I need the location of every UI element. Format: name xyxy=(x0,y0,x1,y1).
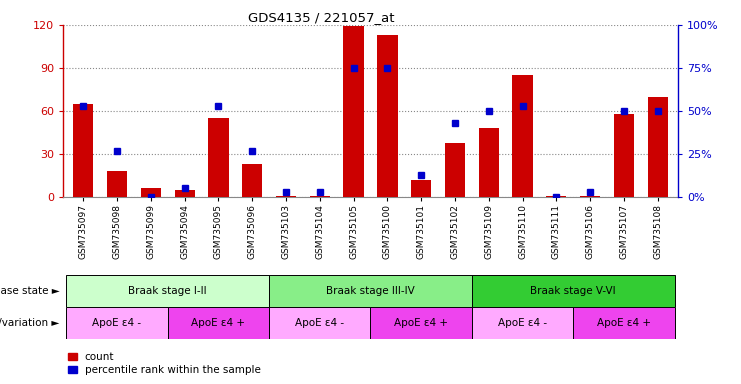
Text: disease state ►: disease state ► xyxy=(0,286,59,296)
Bar xyxy=(67,275,269,307)
Text: ApoE ε4 +: ApoE ε4 + xyxy=(394,318,448,328)
Title: GDS4135 / 221057_at: GDS4135 / 221057_at xyxy=(248,11,394,24)
Text: genotype/variation ►: genotype/variation ► xyxy=(0,318,59,328)
Bar xyxy=(269,275,472,307)
Bar xyxy=(276,195,296,197)
Text: ApoE ε4 +: ApoE ε4 + xyxy=(191,318,245,328)
Bar xyxy=(242,164,262,197)
Bar xyxy=(472,307,574,339)
Text: Braak stage V-VI: Braak stage V-VI xyxy=(531,286,616,296)
Bar xyxy=(479,128,499,197)
Legend: count, percentile rank within the sample: count, percentile rank within the sample xyxy=(68,352,261,375)
Bar xyxy=(167,307,269,339)
Text: Braak stage I-II: Braak stage I-II xyxy=(128,286,207,296)
Bar xyxy=(344,26,364,197)
Bar xyxy=(580,195,600,197)
Bar xyxy=(546,195,567,197)
Bar xyxy=(411,180,431,197)
Bar xyxy=(107,171,127,197)
Text: ApoE ε4 +: ApoE ε4 + xyxy=(597,318,651,328)
Text: ApoE ε4 -: ApoE ε4 - xyxy=(498,318,547,328)
Bar xyxy=(445,142,465,197)
Bar xyxy=(208,118,228,197)
Bar xyxy=(574,307,674,339)
Bar xyxy=(513,75,533,197)
Bar xyxy=(614,114,634,197)
Bar xyxy=(377,35,397,197)
Bar xyxy=(174,190,195,197)
Bar xyxy=(73,104,93,197)
Text: ApoE ε4 -: ApoE ε4 - xyxy=(93,318,142,328)
Text: ApoE ε4 -: ApoE ε4 - xyxy=(295,318,345,328)
Bar xyxy=(141,189,161,197)
Bar xyxy=(269,307,370,339)
Bar xyxy=(472,275,674,307)
Bar xyxy=(648,97,668,197)
Bar xyxy=(310,195,330,197)
Bar xyxy=(67,307,167,339)
Text: Braak stage III-IV: Braak stage III-IV xyxy=(326,286,415,296)
Bar xyxy=(370,307,472,339)
